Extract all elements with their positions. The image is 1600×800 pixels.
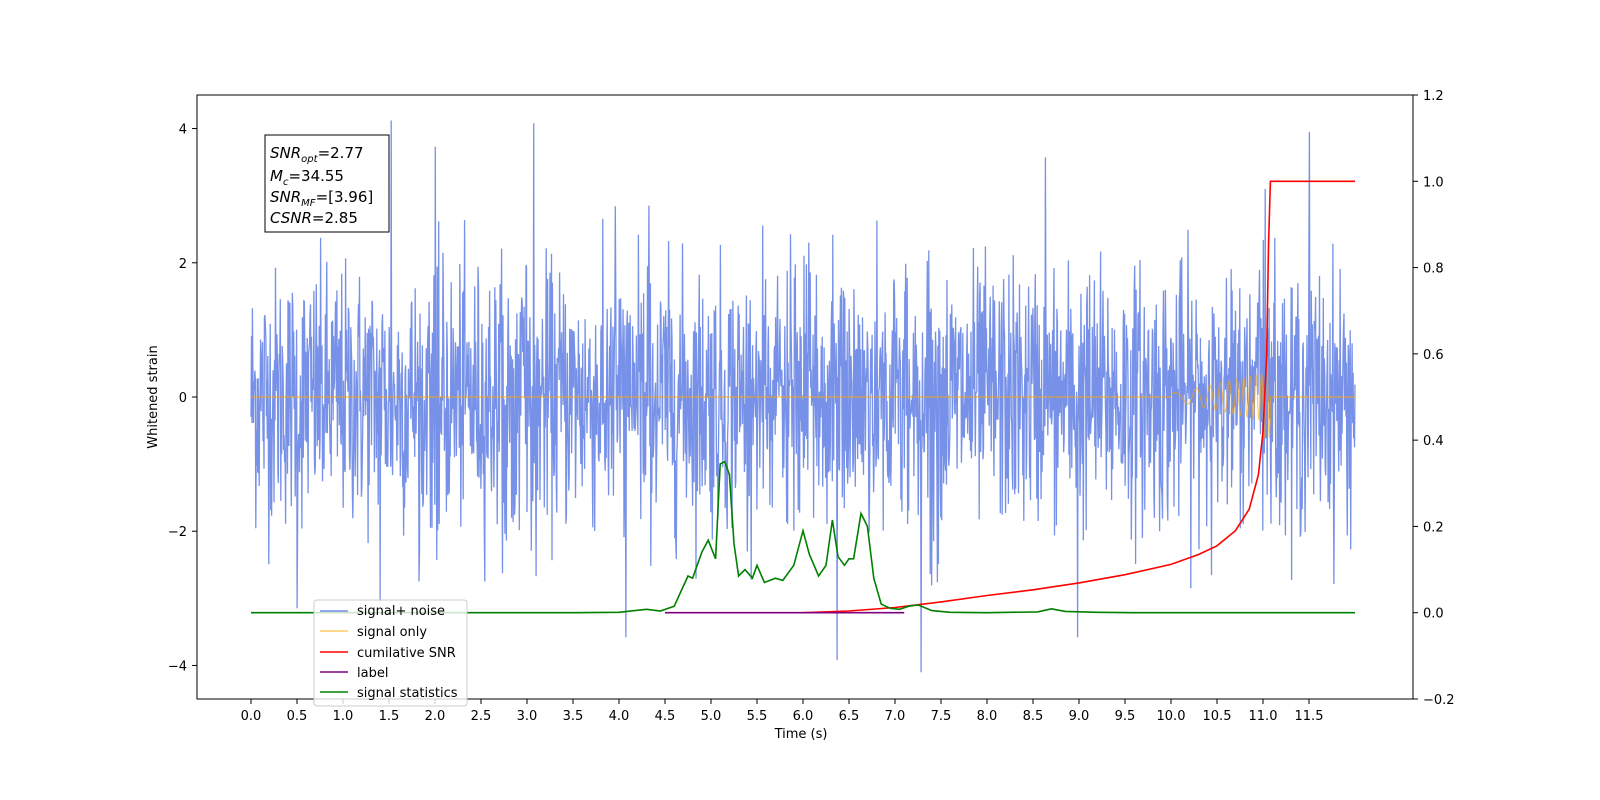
stat-snr-opt: SNRopt=2.77 <box>270 144 364 165</box>
stats-annotation: SNRopt=2.77 Mc=34.55 SNRMF=[3.96] CSNR=2… <box>264 134 390 233</box>
series-signal-noise <box>250 120 1356 673</box>
legend-item-signal-only: signal only <box>320 625 427 640</box>
x-tick-label-23: 11.5 <box>1295 709 1324 724</box>
stat-mc: Mc=34.55 <box>270 167 344 188</box>
x-tick-label-4: 2.0 <box>425 709 446 724</box>
y-right-tick-label-0: −0.2 <box>1423 693 1455 708</box>
x-tick-label-14: 7.0 <box>885 709 906 724</box>
x-tick-label-2: 1.0 <box>333 709 354 724</box>
x-tick-label-16: 8.0 <box>977 709 998 724</box>
x-tick-label-18: 9.0 <box>1069 709 1090 724</box>
x-tick-label-8: 4.0 <box>609 709 630 724</box>
legend-label-label: label <box>357 666 388 681</box>
y-left-tick-label-4: 4 <box>179 123 187 138</box>
legend-label-cumilative-snr: cumilative SNR <box>357 646 456 661</box>
y-axis-label: Whitened strain <box>146 345 161 448</box>
x-tick-label-11: 5.5 <box>747 709 768 724</box>
x-tick-label-21: 10.5 <box>1203 709 1232 724</box>
stat-csnr: CSNR=2.85 <box>270 209 358 227</box>
series-signal-statistics <box>251 460 1355 614</box>
x-tick-label-12: 6.0 <box>793 709 814 724</box>
x-tick-label-3: 1.5 <box>379 709 400 724</box>
legend-box <box>313 599 468 707</box>
x-tick-label-0: 0.0 <box>241 709 262 724</box>
stat-snr-mf: SNRMF=[3.96] <box>270 188 373 209</box>
legend-item-cumilative-snr: cumilative SNR <box>320 646 456 661</box>
x-tick-label-6: 3.0 <box>517 709 538 724</box>
x-tick-label-15: 7.5 <box>931 709 952 724</box>
y-right-tick-label-6: 1.0 <box>1423 175 1444 190</box>
y-right-tick-label-2: 0.2 <box>1423 520 1444 535</box>
x-tick-label-20: 10.0 <box>1157 709 1186 724</box>
y-right-tick-label-4: 0.6 <box>1423 348 1444 363</box>
x-axis-label: Time (s) <box>774 727 828 742</box>
legend: signal+ noise signal only cumilative SNR… <box>313 599 468 707</box>
legend-item-signal-noise: signal+ noise <box>320 604 445 619</box>
x-tick-label-9: 4.5 <box>655 709 676 724</box>
x-tick-label-17: 8.5 <box>1023 709 1044 724</box>
x-tick-label-19: 9.5 <box>1115 709 1136 724</box>
x-tick-label-1: 0.5 <box>287 709 308 724</box>
series-signal-only <box>1170 355 1273 439</box>
legend-label-signal-noise: signal+ noise <box>357 604 445 619</box>
legend-label-signal-only: signal only <box>357 625 427 640</box>
y-left-tick-label-2: 0 <box>179 391 187 406</box>
series-cumilative-snr <box>802 180 1355 614</box>
y-right-tick-label-7: 1.2 <box>1423 89 1444 104</box>
legend-label-signal-statistics: signal statistics <box>357 686 458 701</box>
y-left-tick-label-3: 2 <box>179 257 187 272</box>
stats-box <box>264 134 390 233</box>
x-tick-label-5: 2.5 <box>471 709 492 724</box>
x-tick-label-7: 3.5 <box>563 709 584 724</box>
legend-item-signal-statistics: signal statistics <box>320 686 458 701</box>
x-tick-label-13: 6.5 <box>839 709 860 724</box>
x-tick-label-22: 11.0 <box>1249 709 1278 724</box>
legend-item-label: label <box>320 666 388 681</box>
y-left-tick-label-1: −2 <box>168 525 187 540</box>
y-right-tick-label-3: 0.4 <box>1423 434 1444 449</box>
x-tick-label-10: 5.0 <box>701 709 722 724</box>
y-right-tick-label-1: 0.0 <box>1423 607 1444 622</box>
y-left-tick-label-0: −4 <box>168 659 187 674</box>
y-right-tick-label-5: 0.8 <box>1423 262 1444 277</box>
